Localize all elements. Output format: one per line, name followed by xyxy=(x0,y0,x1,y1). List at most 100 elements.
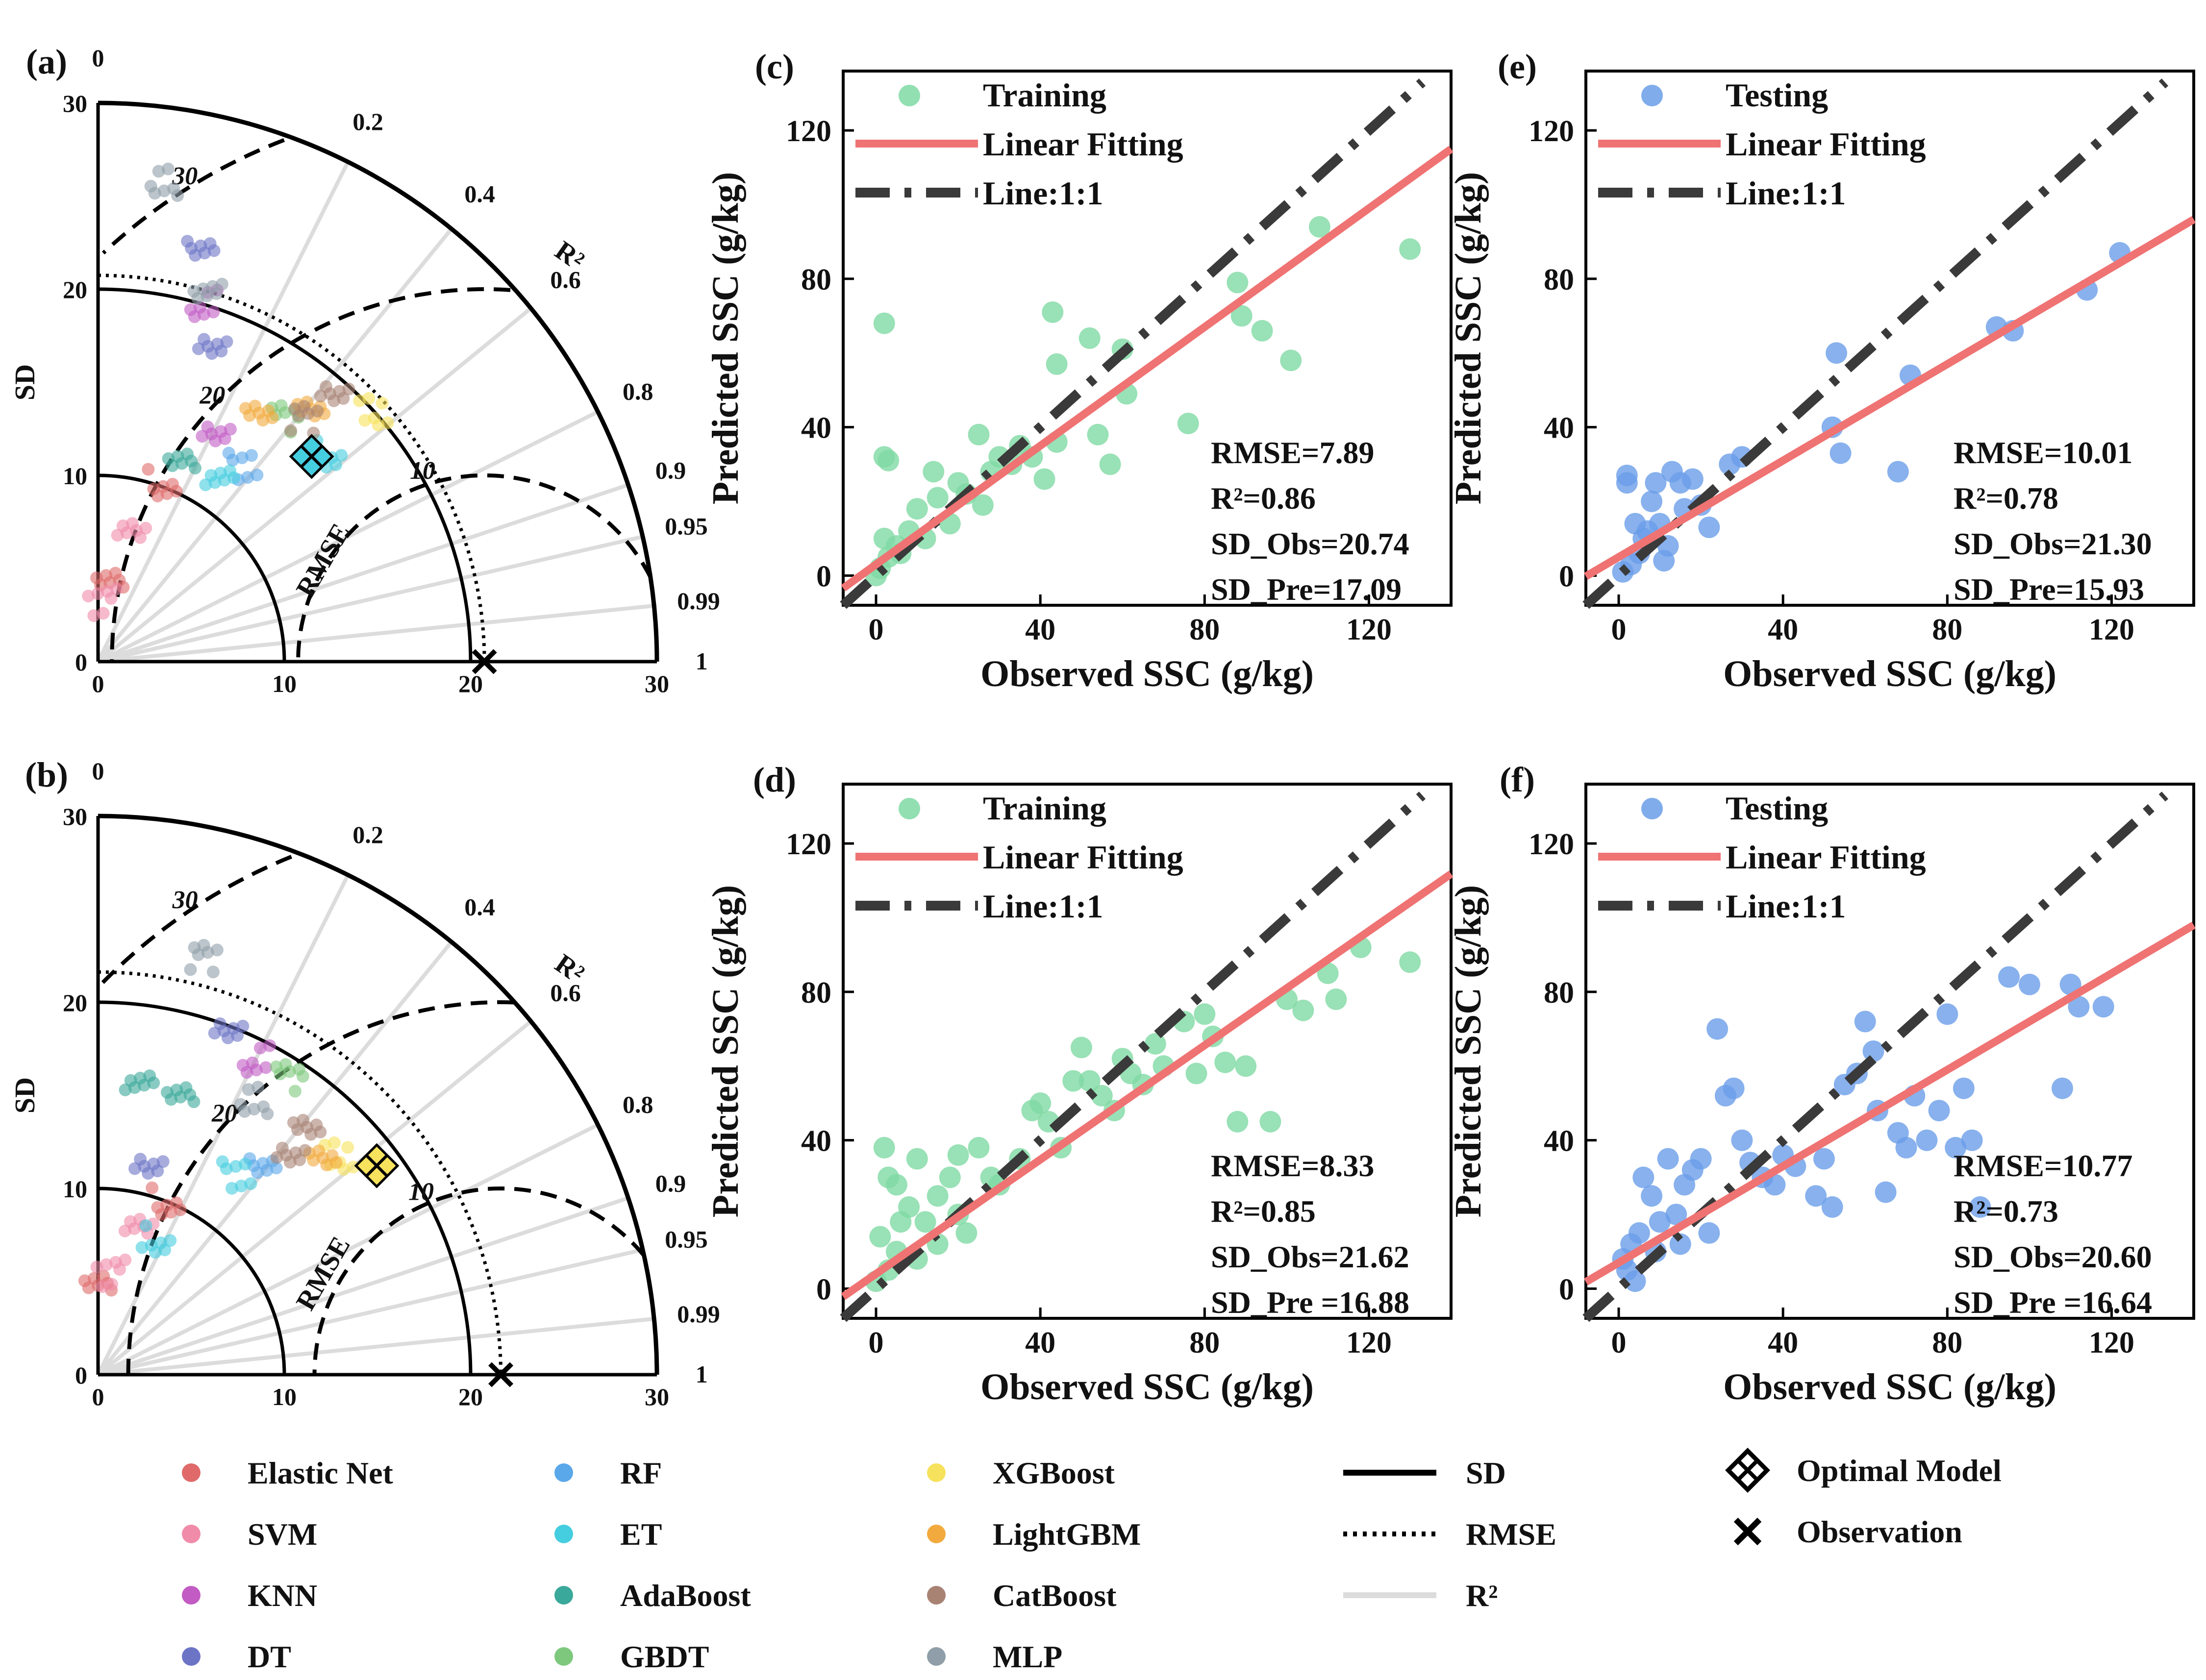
model-point xyxy=(341,1141,354,1154)
legend-model-label: Elastic Net xyxy=(248,1456,394,1490)
x-tick-label: 40 xyxy=(1768,1326,1798,1359)
x-axis-label: Observed SSC (g/kg) xyxy=(1723,653,2056,694)
data-point xyxy=(1681,468,1704,490)
y-axis-label: Predicted SSC (g/kg) xyxy=(1448,885,1489,1217)
model-point xyxy=(262,404,275,418)
legend-fit-label: Linear Fitting xyxy=(983,839,1183,876)
panel-label: (b) xyxy=(25,755,68,794)
data-point xyxy=(1399,951,1421,973)
rmse-arc xyxy=(101,138,285,255)
taylor-ylabel: SD xyxy=(9,1077,41,1113)
model-point xyxy=(292,1062,305,1076)
model-point xyxy=(210,943,224,957)
optimal-model-cross xyxy=(365,1154,389,1178)
stats-label: SD_Obs=21.30 xyxy=(1954,526,2152,561)
model-point xyxy=(297,1113,310,1127)
legend-model-label: XGBoost xyxy=(993,1456,1115,1490)
legend-model-label: ET xyxy=(620,1517,662,1552)
model-point xyxy=(312,1144,326,1158)
sd-tick-label: 0 xyxy=(92,670,104,697)
observation-marker xyxy=(472,649,497,674)
data-point xyxy=(2092,996,2114,1018)
model-point xyxy=(156,1155,170,1168)
data-point xyxy=(890,1211,912,1233)
data-point xyxy=(1292,999,1314,1021)
sd-arc xyxy=(98,100,659,662)
sd-tick-label: 30 xyxy=(63,90,87,117)
data-point xyxy=(1669,1233,1691,1255)
model-point xyxy=(220,335,233,348)
data-point xyxy=(1280,349,1302,371)
data-point xyxy=(1945,1136,1967,1159)
legend-model-label: RF xyxy=(620,1456,662,1490)
legend-fit-label: Linear Fitting xyxy=(1726,125,1926,163)
model-point xyxy=(244,1177,257,1190)
model-point xyxy=(119,1253,132,1266)
model-point xyxy=(97,1269,110,1283)
x-tick-label: 0 xyxy=(869,613,884,646)
r2-tick-label: 1 xyxy=(696,1360,708,1388)
x-axis-label: Observed SSC (g/kg) xyxy=(980,653,1314,694)
model-point xyxy=(275,399,288,412)
panel-label: (d) xyxy=(753,760,796,799)
data-point xyxy=(927,487,949,509)
data-point xyxy=(873,1136,895,1159)
data-point xyxy=(1649,1211,1671,1233)
legend-model-marker xyxy=(554,1463,573,1482)
data-point xyxy=(1641,1185,1663,1207)
panel-label: (e) xyxy=(1498,47,1537,86)
data-point xyxy=(1078,327,1101,349)
model-point xyxy=(142,463,155,476)
r2-tick-label: 0.9 xyxy=(655,457,686,484)
legend-model-marker xyxy=(554,1525,573,1543)
model-point xyxy=(246,1056,259,1069)
stats-label: SD_Obs=20.60 xyxy=(1954,1239,2152,1274)
y-tick-label: 120 xyxy=(1529,828,1574,861)
model-point xyxy=(257,1100,270,1113)
x-tick-label: 0 xyxy=(1611,613,1627,646)
stats-label: SD_Pre =16.64 xyxy=(1954,1285,2152,1320)
optimal-model-cross xyxy=(300,445,324,469)
stats-label: SD_Obs=20.74 xyxy=(1211,526,1409,561)
legend-model-label: DT xyxy=(248,1639,291,1674)
linear-fit-line xyxy=(841,870,1454,1300)
data-point xyxy=(1087,423,1109,445)
rmse-tick-label: 10 xyxy=(410,457,435,485)
data-point xyxy=(1091,1085,1113,1107)
model-point xyxy=(326,1149,339,1162)
sd-tick-label: 30 xyxy=(645,1383,669,1410)
model-point xyxy=(234,1098,247,1111)
r2-tick-label: 0.8 xyxy=(623,1090,653,1118)
data-point xyxy=(1641,491,1663,513)
legend-fit-label: Linear Fitting xyxy=(983,125,1183,163)
data-point xyxy=(885,1174,907,1196)
model-point xyxy=(298,400,311,413)
stats-label: R²=0.86 xyxy=(1211,481,1316,516)
legend-series-label: Training xyxy=(983,790,1106,827)
data-point xyxy=(1062,1070,1084,1092)
legend-model-label: SVM xyxy=(248,1517,317,1552)
rmse-tick-label: 10 xyxy=(408,1178,434,1206)
x-axis-label: Observed SSC (g/kg) xyxy=(1723,1366,2056,1408)
sd-tick-label: 20 xyxy=(63,276,87,303)
taylor-diagram-b: 1020300010102020303000.20.40.60.80.90.95… xyxy=(9,755,720,1410)
r2-ray xyxy=(97,1196,629,1377)
r2-tick-label: 0 xyxy=(92,757,104,785)
x-tick-label: 120 xyxy=(1346,1326,1392,1359)
data-point xyxy=(1259,1111,1281,1133)
r2-tick-label: 0.95 xyxy=(665,513,708,540)
data-point xyxy=(1953,1077,1975,1099)
model-point xyxy=(164,1234,177,1247)
linear-fit-line xyxy=(1583,921,2196,1285)
linear-fit-line xyxy=(1583,216,2196,580)
model-point xyxy=(144,179,157,193)
data-point xyxy=(1698,1222,1720,1244)
data-point xyxy=(955,1222,978,1244)
plot-frame xyxy=(1584,783,2195,1320)
legend-model-label: CatBoost xyxy=(993,1578,1117,1613)
model-point xyxy=(146,1181,159,1194)
model-point xyxy=(206,965,220,979)
sd-tick-label: 10 xyxy=(272,1383,297,1410)
y-tick-label: 80 xyxy=(801,976,831,1010)
data-point xyxy=(1042,301,1064,323)
